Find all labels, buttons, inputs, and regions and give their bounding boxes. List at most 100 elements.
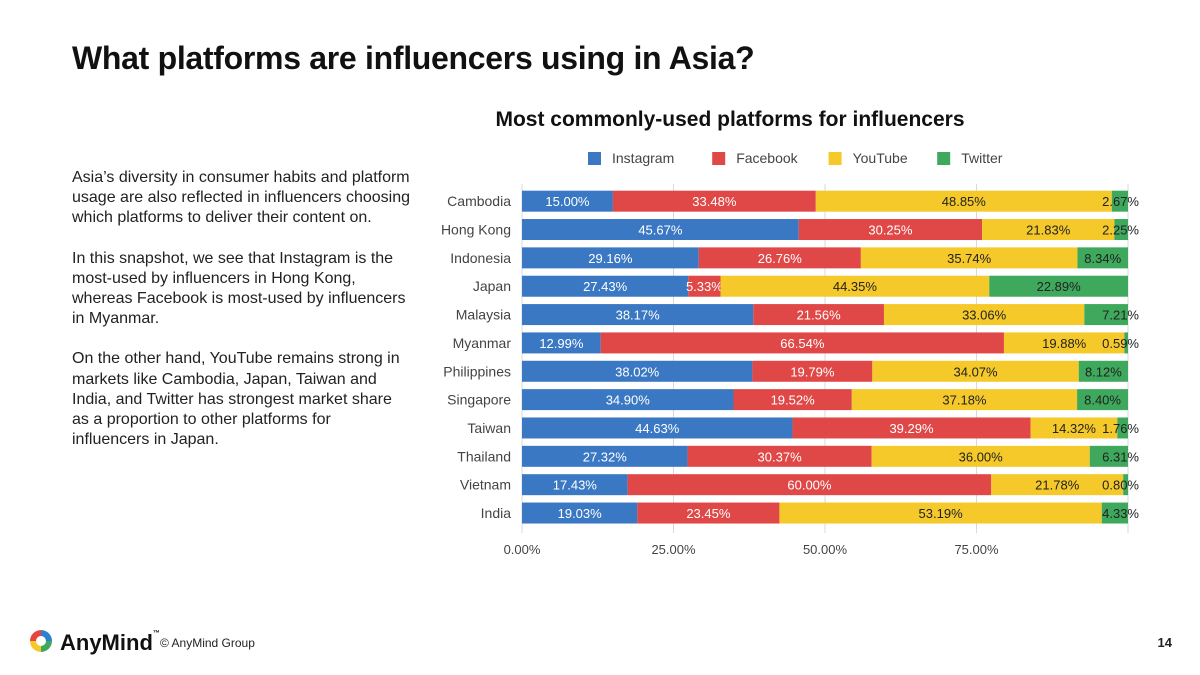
legend-label: Instagram <box>612 150 674 166</box>
bar-segment <box>883 304 1085 326</box>
data-label: 34.07% <box>954 364 999 379</box>
data-label: 66.54% <box>780 336 825 351</box>
bar-segment <box>815 190 1112 212</box>
data-label: 8.12% <box>1085 364 1122 379</box>
x-tick-label: 50.00% <box>803 542 848 557</box>
footer-brand: AnyMind™ <box>60 630 160 656</box>
bar-segment <box>522 219 799 241</box>
data-label: 5.33% <box>686 279 723 294</box>
category-label: Taiwan <box>467 420 511 436</box>
bar-segment <box>989 275 1128 297</box>
legend-swatch <box>712 152 726 165</box>
bar-segment <box>1078 360 1128 382</box>
bar-segment <box>637 502 780 524</box>
data-label: 7.21% <box>1102 308 1139 323</box>
bar-segment <box>1114 219 1128 241</box>
bar-segment <box>522 502 638 524</box>
category-label: Indonesia <box>450 250 511 266</box>
bar-segment <box>860 247 1078 269</box>
bar-segment <box>522 360 753 382</box>
bar-segment <box>522 275 689 297</box>
bar-segment <box>600 332 1004 354</box>
data-label: 6.31% <box>1102 449 1139 464</box>
data-label: 8.40% <box>1084 393 1121 408</box>
data-label: 1.76% <box>1102 421 1139 436</box>
bar-segment <box>522 389 734 411</box>
data-label: 21.56% <box>797 308 842 323</box>
slide-title: What platforms are influencers using in … <box>72 40 755 76</box>
data-label: 0.59% <box>1102 336 1139 351</box>
data-label: 29.16% <box>588 251 633 266</box>
data-label: 33.48% <box>692 194 737 209</box>
bar-segment <box>871 445 1090 467</box>
bar-segment <box>612 190 816 212</box>
data-label: 36.00% <box>959 449 1004 464</box>
legend-swatch <box>828 152 842 165</box>
bar-segment <box>1077 247 1128 269</box>
bar-segment <box>1117 417 1128 439</box>
data-label: 33.06% <box>962 308 1007 323</box>
data-label: 14.32% <box>1052 421 1097 436</box>
chart-title: Most commonly-used platforms for influen… <box>495 108 965 131</box>
bar-segment <box>522 247 699 269</box>
bar-segment <box>1003 332 1125 354</box>
data-label: 17.43% <box>553 478 598 493</box>
x-tick-label: 25.00% <box>651 542 696 557</box>
data-label: 53.19% <box>919 506 964 521</box>
data-label: 38.02% <box>615 364 660 379</box>
bar-segment <box>1077 389 1128 411</box>
bar-segment <box>1030 417 1118 439</box>
data-label: 2.67% <box>1102 194 1139 209</box>
page-number: 14 <box>1157 635 1172 650</box>
bar-segment <box>752 360 873 382</box>
bar-segment <box>991 474 1124 496</box>
bar-segment <box>1101 502 1128 524</box>
bar-segment <box>872 360 1079 382</box>
category-label: Japan <box>473 278 511 294</box>
data-label: 4.33% <box>1102 506 1139 521</box>
bar-segment <box>522 445 688 467</box>
data-label: 34.90% <box>606 393 651 408</box>
category-label: Vietnam <box>460 477 511 493</box>
stacked-bar-chart: 0.00% 25.00% 50.00% 75.00% Instagram Facebook… <box>441 150 1139 557</box>
data-label: 21.78% <box>1035 478 1080 493</box>
bar-segment <box>1084 304 1128 326</box>
data-label: 19.79% <box>790 364 835 379</box>
data-label: 45.67% <box>638 223 683 238</box>
data-label: 26.76% <box>758 251 803 266</box>
anymind-logo-icon <box>30 630 52 652</box>
bar-segment <box>522 417 793 439</box>
data-label: 35.74% <box>947 251 992 266</box>
bar-segment <box>522 474 628 496</box>
footer-copyright: © AnyMind Group <box>160 636 255 650</box>
category-label: India <box>481 505 512 521</box>
data-label: 15.00% <box>545 194 590 209</box>
bar-segment <box>720 275 990 297</box>
bar-segment <box>851 389 1078 411</box>
data-label: 19.03% <box>558 506 603 521</box>
data-label: 30.37% <box>758 449 803 464</box>
bar-segment <box>627 474 992 496</box>
data-label: 0.80% <box>1102 478 1139 493</box>
bar-segment <box>522 332 601 354</box>
data-label: 12.99% <box>539 336 584 351</box>
data-label: 44.63% <box>635 421 680 436</box>
brand-name: AnyMind <box>60 630 153 655</box>
data-label: 19.88% <box>1042 336 1087 351</box>
trademark-symbol: ™ <box>152 630 160 637</box>
legend-swatch <box>588 152 601 165</box>
body-text: Asia’s diversity in consumer habits and … <box>72 168 412 470</box>
body-paragraph: Asia’s diversity in consumer habits and … <box>72 169 410 227</box>
data-label: 39.29% <box>889 421 934 436</box>
category-label: Hong Kong <box>441 222 511 238</box>
bar-segment <box>522 304 754 326</box>
category-label: Cambodia <box>447 193 511 209</box>
legend-label: Facebook <box>736 150 798 166</box>
data-label: 19.52% <box>771 393 816 408</box>
body-paragraph: On the other hand, YouTube remains stron… <box>72 350 400 449</box>
bar-segment <box>798 219 983 241</box>
data-label: 27.32% <box>583 449 628 464</box>
category-label: Myanmar <box>453 335 512 351</box>
bar-segment <box>698 247 861 269</box>
data-label: 30.25% <box>868 223 913 238</box>
